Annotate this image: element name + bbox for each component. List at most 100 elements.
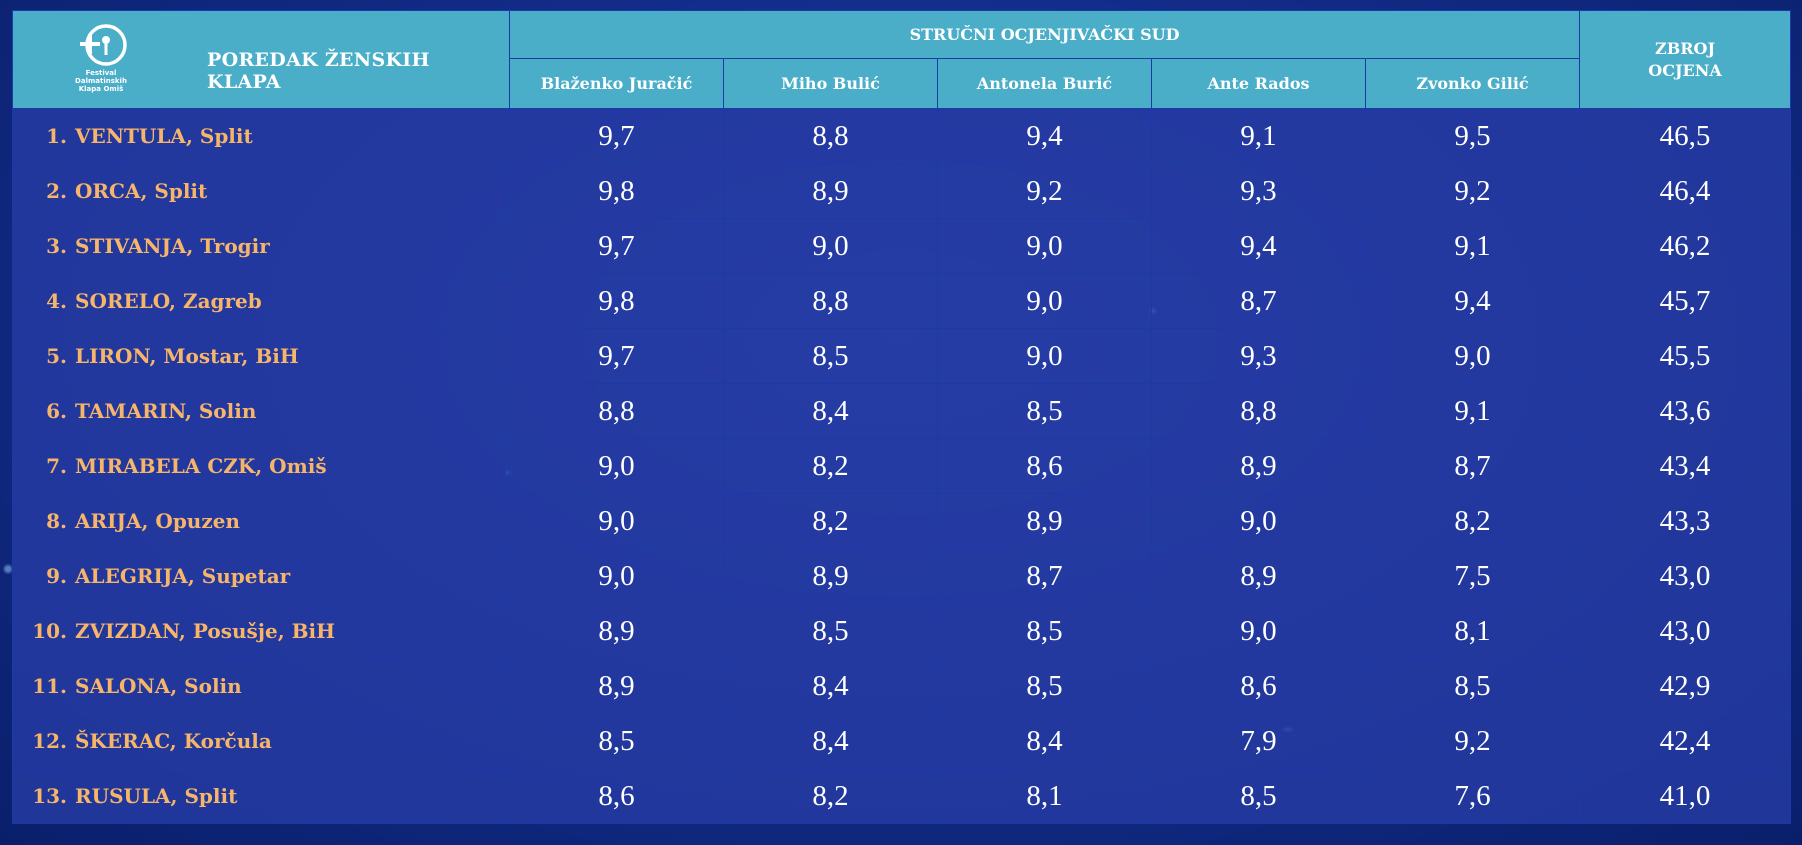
logo-text-3: Klapa Omiš (78, 85, 124, 93)
team-cell: 1. VENTULA, Split (12, 108, 510, 164)
score-cell: 8,6 (509, 768, 724, 824)
rank-label: 12. (32, 729, 67, 753)
team-name: SORELO, Zagreb (75, 289, 262, 313)
score-cell: 8,8 (1151, 383, 1366, 439)
rank-label: 5. (46, 344, 67, 368)
score-cell: 8,9 (509, 603, 724, 659)
score-cell: 9,8 (509, 273, 724, 329)
score-cell: 8,2 (723, 438, 938, 494)
logo-text-1: Festival (85, 69, 117, 77)
score-cell: 8,1 (937, 768, 1152, 824)
judge-header: Blaženko Juračić (509, 58, 724, 109)
judge-header: Zvonko Gilić (1364, 58, 1581, 109)
ranking-table: Festival Dalmatinskih Klapa Omiš POREDAK… (12, 9, 1792, 824)
table-row: 7. MIRABELA CZK, Omiš 9,0 8,2 8,6 8,9 8,7… (12, 438, 1792, 494)
background-sparkle (4, 565, 12, 573)
score-cell: 8,6 (1151, 658, 1366, 714)
team-name: VENTULA, Split (75, 124, 253, 148)
team-cell: 11. SALONA, Solin (12, 658, 510, 714)
score-cell: 8,4 (723, 658, 938, 714)
score-cell: 9,3 (1151, 163, 1366, 219)
score-cell: 9,3 (1151, 328, 1366, 384)
score-cell: 9,0 (1151, 603, 1366, 659)
team-name: RUSULA, Split (75, 784, 238, 808)
score-cell: 8,9 (723, 163, 938, 219)
jury-header: STRUČNI OCJENJIVAČKI SUD (508, 9, 1581, 60)
team-cell: 13. RUSULA, Split (12, 768, 510, 824)
score-cell: 8,9 (723, 548, 938, 604)
table-body: 1. VENTULA, Split 9,7 8,8 9,4 9,1 9,5 46,… (12, 108, 1792, 824)
score-cell: 9,7 (509, 328, 724, 384)
score-cell: 8,9 (1151, 438, 1366, 494)
score-cell: 8,5 (937, 603, 1152, 659)
score-cell: 9,1 (1364, 218, 1581, 274)
team-cell: 12. ŠKERAC, Korčula (12, 713, 510, 769)
score-cell: 9,0 (509, 548, 724, 604)
total-cell: 43,0 (1579, 603, 1792, 659)
score-cell: 9,7 (509, 108, 724, 164)
total-cell: 42,9 (1579, 658, 1792, 714)
score-cell: 8,2 (723, 768, 938, 824)
page-title: POREDAK ŽENSKIH KLAPA (207, 49, 430, 93)
score-cell: 8,1 (1364, 603, 1581, 659)
rank-label: 11. (32, 674, 67, 698)
judge-header: Antonela Burić (937, 58, 1152, 109)
table-title-cell: Festival Dalmatinskih Klapa Omiš POREDAK… (12, 10, 510, 109)
score-cell: 8,4 (937, 713, 1152, 769)
score-cell: 9,1 (1364, 383, 1581, 439)
score-cell: 9,4 (937, 108, 1152, 164)
total-cell: 43,0 (1579, 548, 1792, 604)
score-cell: 9,0 (723, 218, 938, 274)
team-cell: 3. STIVANJA, Trogir (12, 218, 510, 274)
score-cell: 8,8 (723, 108, 938, 164)
score-cell: 9,7 (509, 218, 724, 274)
score-cell: 8,5 (937, 658, 1152, 714)
team-name: ORCA, Split (75, 179, 208, 203)
score-cell: 8,5 (509, 713, 724, 769)
score-cell: 9,2 (1364, 713, 1581, 769)
score-cell: 8,4 (723, 383, 938, 439)
rank-label: 13. (32, 784, 67, 808)
table-row: 2. ORCA, Split 9,8 8,9 9,2 9,3 9,2 46,4 (12, 163, 1792, 219)
judge-header: Ante Rados (1151, 58, 1366, 109)
score-cell: 9,1 (1151, 108, 1366, 164)
team-name: TAMARIN, Solin (75, 399, 257, 423)
rank-label: 2. (46, 179, 67, 203)
team-name: ALEGRIJA, Supetar (75, 564, 291, 588)
rank-label: 7. (46, 454, 67, 478)
score-cell: 9,4 (1151, 218, 1366, 274)
score-cell: 8,5 (1364, 658, 1581, 714)
score-cell: 8,9 (509, 658, 724, 714)
team-cell: 4. SORELO, Zagreb (12, 273, 510, 329)
score-cell: 8,4 (723, 713, 938, 769)
score-cell: 8,5 (1151, 768, 1366, 824)
rank-label: 10. (32, 619, 67, 643)
table-row: 3. STIVANJA, Trogir 9,7 9,0 9,0 9,4 9,1 4… (12, 218, 1792, 274)
score-cell: 8,8 (723, 273, 938, 329)
table-row: 1. VENTULA, Split 9,7 8,8 9,4 9,1 9,5 46,… (12, 108, 1792, 164)
rank-label: 9. (46, 564, 67, 588)
total-cell: 42,4 (1579, 713, 1792, 769)
team-cell: 6. TAMARIN, Solin (12, 383, 510, 439)
table-row: 13. RUSULA, Split 8,6 8,2 8,1 8,5 7,6 41,… (12, 768, 1792, 824)
score-cell: 9,0 (937, 218, 1152, 274)
team-cell: 8. ARIJA, Opuzen (12, 493, 510, 549)
score-cell: 9,0 (509, 493, 724, 549)
table-row: 5. LIRON, Mostar, BiH 9,7 8,5 9,0 9,3 9,0… (12, 328, 1792, 384)
festival-logo-icon (80, 24, 127, 66)
score-cell: 9,8 (509, 163, 724, 219)
team-name: STIVANJA, Trogir (75, 234, 270, 258)
score-cell: 8,9 (1151, 548, 1366, 604)
score-cell: 8,7 (1151, 273, 1366, 329)
team-cell: 9. ALEGRIJA, Supetar (12, 548, 510, 604)
logo-text-2: Dalmatinskih (75, 77, 127, 85)
total-header-line2: OCJENA (1648, 60, 1722, 80)
total-cell: 46,2 (1579, 218, 1792, 274)
score-cell: 8,9 (937, 493, 1152, 549)
total-cell: 43,6 (1579, 383, 1792, 439)
table-row: 8. ARIJA, Opuzen 9,0 8,2 8,9 9,0 8,2 43,3 (12, 493, 1792, 549)
team-name: ARIJA, Opuzen (75, 509, 240, 533)
score-cell: 8,7 (937, 548, 1152, 604)
rank-label: 3. (46, 234, 67, 258)
team-cell: 7. MIRABELA CZK, Omiš (12, 438, 510, 494)
